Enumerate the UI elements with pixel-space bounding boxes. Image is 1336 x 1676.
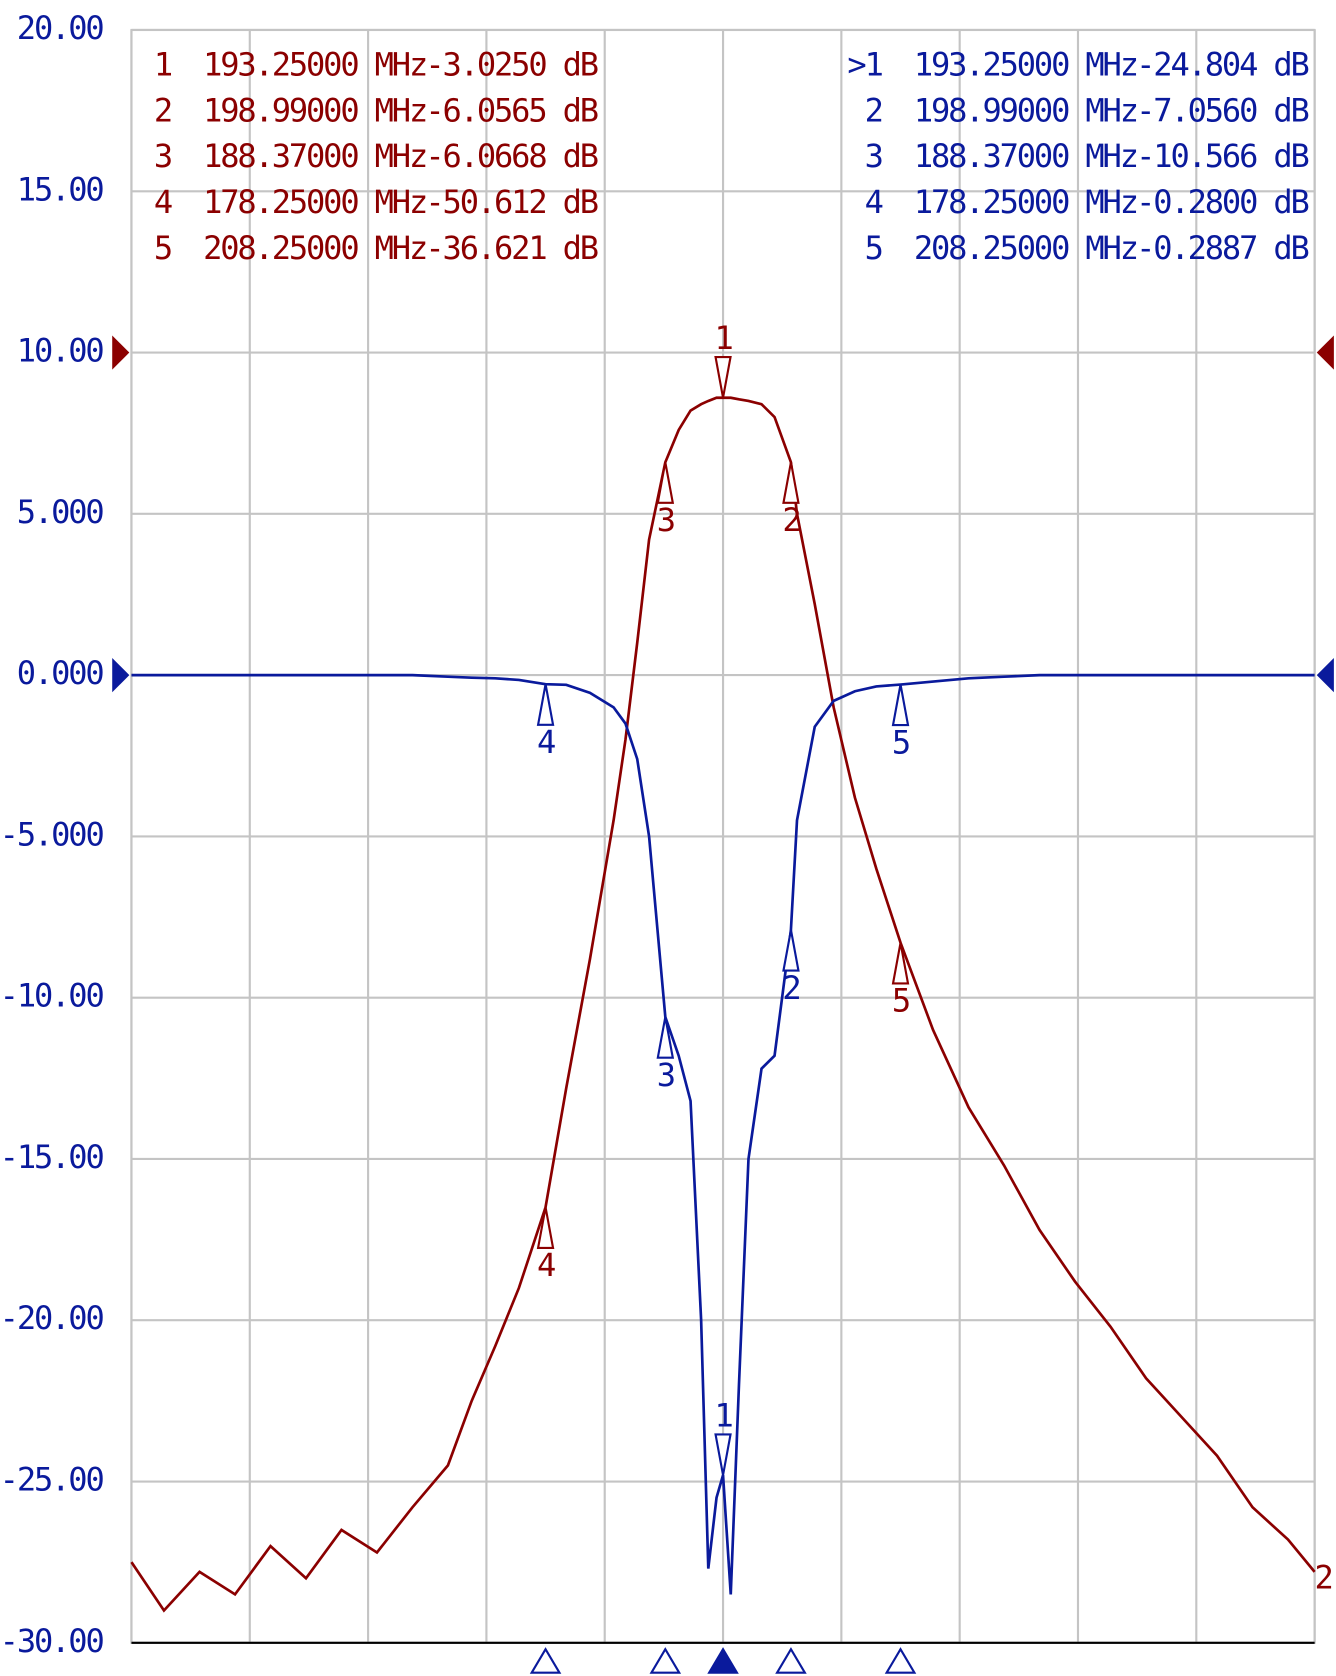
marker-table-cell: 2	[865, 91, 882, 129]
marker-label: 5	[892, 982, 909, 1020]
y-tick-label: 10.00	[17, 332, 104, 370]
marker-table-cell: 2	[154, 91, 171, 129]
marker-table-cell: 3	[154, 137, 171, 175]
trace-line	[131, 673, 1315, 1595]
marker-table-cell: 193.25000 MHz	[203, 45, 426, 83]
reference-arrow	[1316, 335, 1334, 370]
marker-table-cell: 208.25000 MHz	[914, 229, 1137, 267]
marker-triangle	[656, 462, 675, 504]
marker-table-cell: -36.621 dB	[425, 229, 597, 267]
marker-label: 1	[714, 1396, 732, 1434]
marker-table-cell: 208.25000 MHz	[203, 229, 426, 267]
marker-triangle	[714, 1433, 732, 1476]
marker-table-cell: -10.566 dB	[1136, 137, 1308, 175]
y-tick-label: 0.000	[17, 654, 104, 692]
marker-table-cell: 1	[154, 45, 172, 83]
reference-arrow	[1316, 658, 1334, 693]
marker-table-cell: -3.0250 dB	[425, 45, 597, 83]
marker-label: 3	[657, 1056, 674, 1094]
marker-triangle	[656, 1016, 675, 1059]
marker-table-cell: 178.25000 MHz	[203, 183, 426, 221]
y-tick-label: -20.00	[0, 1299, 103, 1337]
reference-arrow	[112, 335, 130, 370]
y-tick-label: -15.00	[0, 1138, 103, 1176]
reference-arrow	[112, 658, 130, 693]
marker-table-cell: 5	[865, 229, 882, 267]
y-tick-label: 20.00	[17, 9, 104, 47]
marker-label: 3	[657, 501, 674, 539]
marker-table-cell: 193.25000 MHz	[914, 45, 1137, 83]
edge-label: 2	[1315, 1559, 1332, 1597]
marker-table-cell: 4	[865, 183, 883, 221]
axis-marker	[529, 1647, 562, 1674]
marker-table-cell: 4	[154, 183, 172, 221]
axis-marker	[707, 1647, 739, 1674]
marker-table-cell: -6.0668 dB	[425, 137, 597, 175]
trace-line	[130, 396, 1316, 1613]
marker-triangle	[782, 462, 800, 504]
y-tick-label: -5.000	[0, 815, 103, 853]
marker-label: 4	[537, 723, 555, 761]
marker-table-cell: 198.99000 MHz	[203, 91, 426, 129]
marker-table-cell: 188.37000 MHz	[203, 137, 426, 175]
marker-table-cell: -6.0565 dB	[425, 91, 597, 129]
y-tick-label: -30.00	[0, 1622, 103, 1660]
marker-table-cell: -0.2800 dB	[1136, 183, 1308, 221]
axis-marker	[775, 1647, 807, 1674]
marker-triangle	[782, 929, 800, 972]
marker-table-cell: -50.612 dB	[425, 183, 597, 221]
marker-label: 5	[892, 723, 909, 761]
marker-label: 2	[782, 501, 799, 539]
axis-marker	[649, 1647, 682, 1674]
y-tick-label: -25.00	[0, 1461, 103, 1499]
marker-label: 2	[782, 969, 799, 1007]
marker-label: 4	[537, 1246, 555, 1284]
marker-table-cell: -24.804 dB	[1136, 45, 1308, 83]
marker-table-cell: -7.0560 dB	[1136, 91, 1308, 129]
marker-table-cell: 3	[865, 137, 882, 175]
marker-triangle	[891, 684, 910, 727]
marker-table-cell: 5	[154, 229, 171, 267]
marker-label: 1	[714, 319, 732, 357]
axis-marker	[884, 1647, 917, 1674]
marker-table-cell: 188.37000 MHz	[914, 137, 1137, 175]
marker-table-cell: 178.25000 MHz	[914, 183, 1137, 221]
marker-table-cell: >1	[847, 45, 882, 83]
y-tick-label: 15.00	[17, 170, 104, 208]
marker-triangle	[536, 1207, 555, 1250]
marker-triangle	[891, 942, 910, 985]
y-tick-label: -10.00	[0, 977, 103, 1015]
marker-table-cell: -0.2887 dB	[1136, 229, 1308, 267]
marker-triangle	[536, 683, 555, 726]
marker-table-cell: 198.99000 MHz	[914, 91, 1137, 129]
y-tick-label: 5.000	[17, 493, 104, 531]
marker-triangle	[714, 356, 732, 398]
